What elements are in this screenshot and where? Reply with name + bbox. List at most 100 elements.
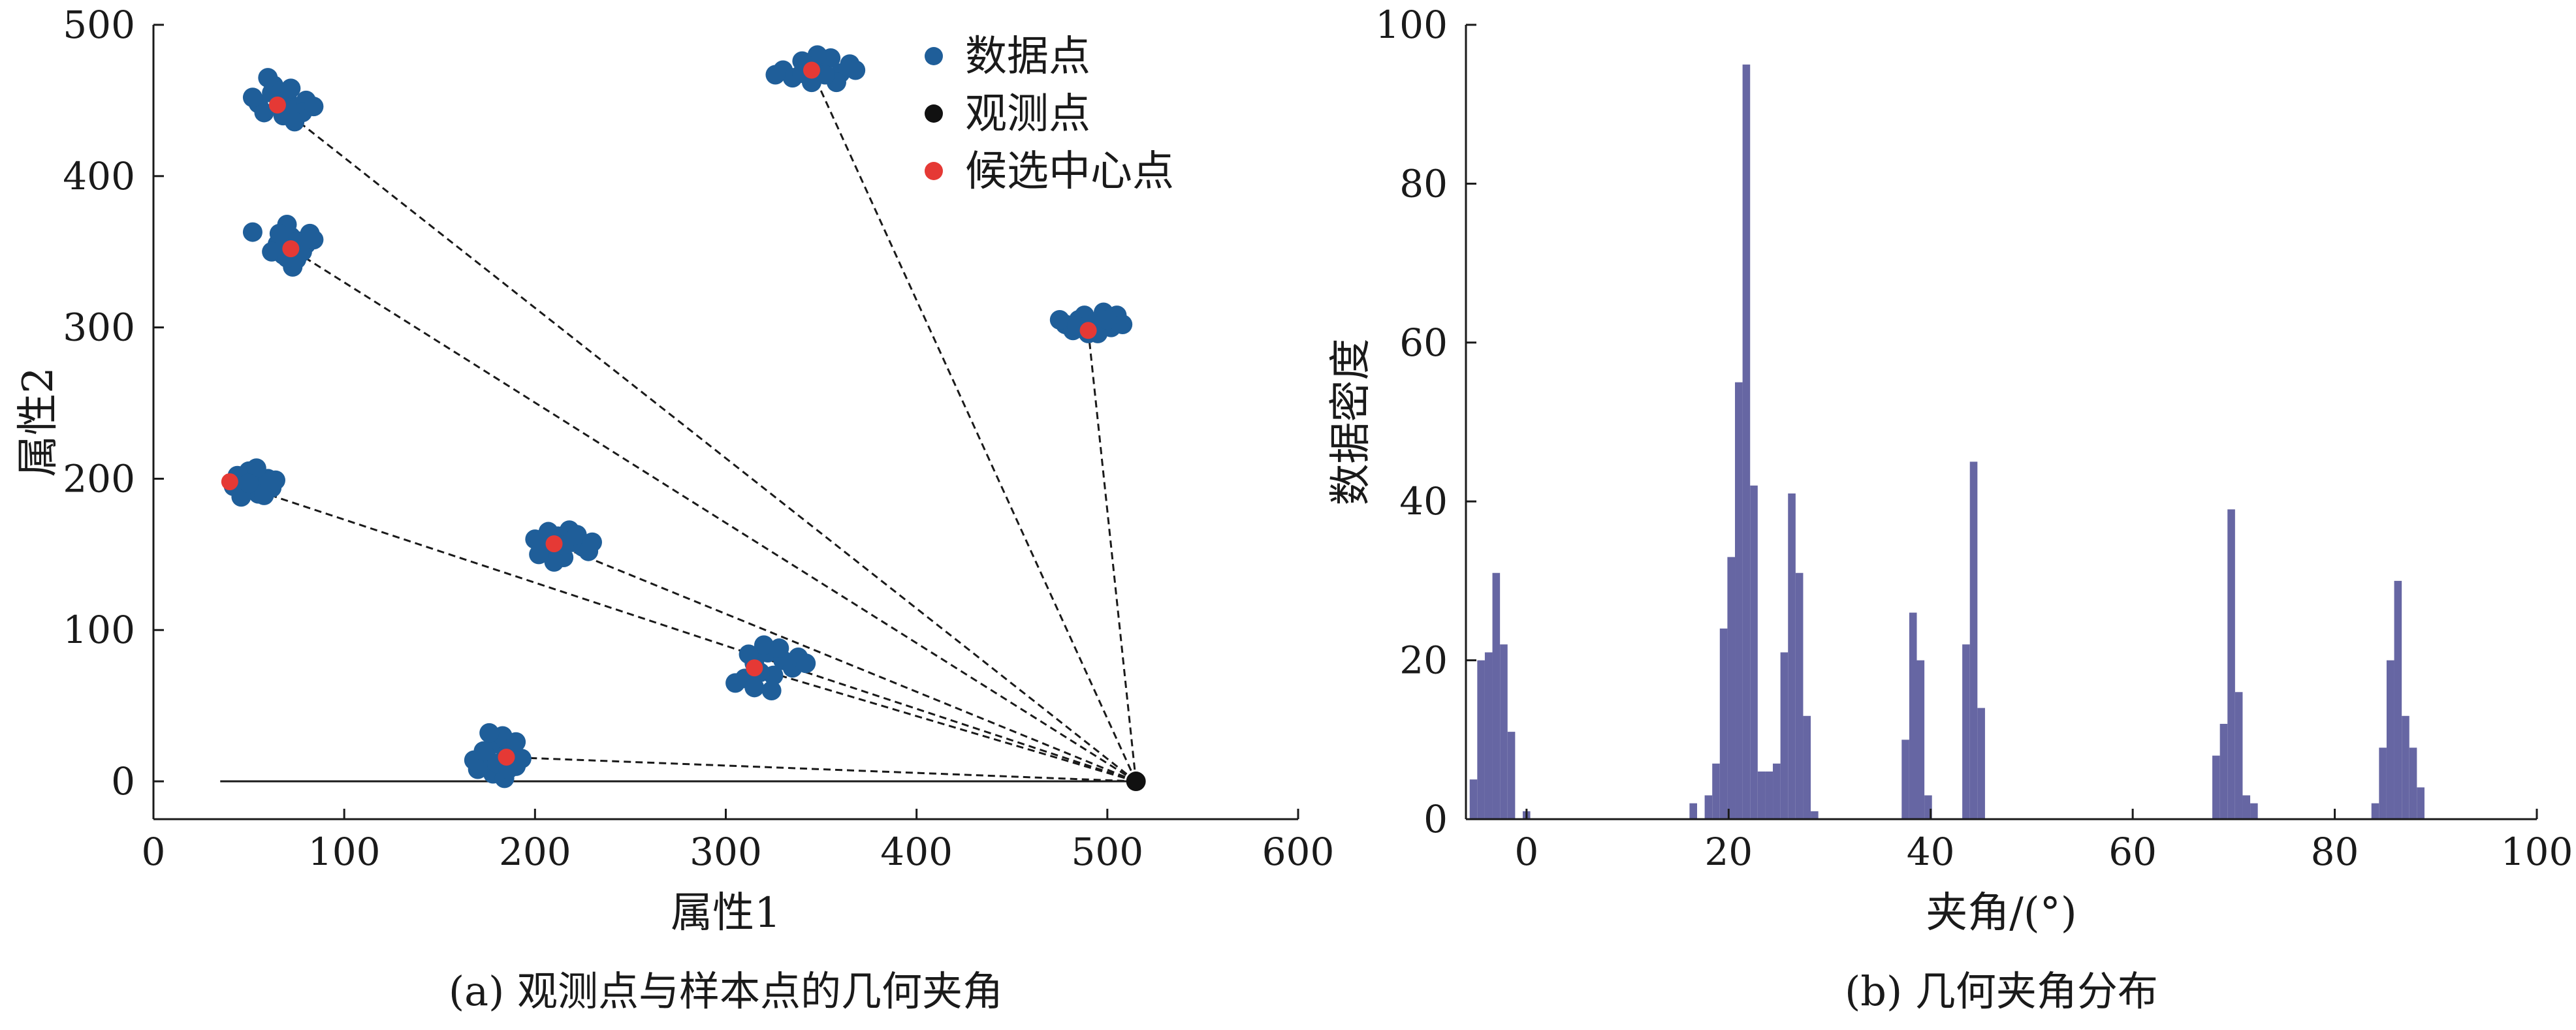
data-point <box>796 653 816 674</box>
legend-label: 候选中心点 <box>965 148 1174 196</box>
connection-line <box>290 247 1137 783</box>
candidate-center-point <box>268 96 286 114</box>
histogram-bar <box>1962 644 1970 819</box>
scatter-y-tick-label: 300 <box>63 305 135 350</box>
histogram-bar <box>1811 811 1819 819</box>
connection-line <box>754 666 1137 783</box>
histogram-bar <box>1757 771 1766 819</box>
connection-line <box>810 69 1137 782</box>
histogram-y-tick-label: 80 <box>1399 161 1448 206</box>
histogram-bar <box>1780 652 1789 819</box>
scatter-x-tick-label: 0 <box>142 830 166 874</box>
data-point <box>242 87 262 108</box>
data-point <box>761 680 782 700</box>
data-point <box>769 638 789 659</box>
histogram-bar <box>2371 803 2379 819</box>
histogram-bar <box>1803 715 1811 819</box>
histogram-bar <box>1477 660 1485 819</box>
candidate-center-point <box>498 748 515 766</box>
scatter-x-tick-label: 600 <box>1262 830 1335 874</box>
data-point <box>265 470 285 490</box>
histogram-y-tick-label: 40 <box>1399 479 1448 523</box>
data-point <box>304 230 324 250</box>
scatter-panel: 0 100 200 300 400 500 600 0 100 200 300 400 500 数据点观… <box>14 3 1334 1015</box>
data-point <box>479 723 500 743</box>
data-point <box>254 485 274 505</box>
histogram-x-tick-label: 100 <box>2501 830 2573 874</box>
histogram-bar <box>1500 644 1508 819</box>
histogram-x-tick-label: 0 <box>1514 830 1538 874</box>
data-point <box>529 544 549 565</box>
histogram-bar <box>1773 763 1781 819</box>
connection-line <box>229 480 1137 783</box>
candidate-center-point <box>545 535 563 553</box>
data-point <box>1113 314 1133 334</box>
data-point <box>506 732 526 752</box>
histogram-bar <box>2386 660 2394 819</box>
histogram-bar <box>1765 771 1773 819</box>
histogram-bar <box>1977 708 1985 819</box>
histogram-bar <box>1469 779 1478 819</box>
histogram-x-tick-label: 20 <box>1704 830 1753 874</box>
histogram-bar <box>1909 612 1917 819</box>
histogram-y-tick-label: 20 <box>1399 638 1448 683</box>
data-point <box>239 473 259 493</box>
data-point <box>254 102 274 123</box>
legend-marker <box>925 104 943 123</box>
histogram-bar <box>2242 795 2251 819</box>
histogram-bar <box>1795 572 1804 819</box>
histogram-x-tick-label: 60 <box>2108 830 2157 874</box>
histogram-y-tick-label: 100 <box>1375 3 1448 47</box>
data-point <box>744 678 765 698</box>
connection-line <box>553 542 1137 783</box>
histogram-x-axis-title: 夹角/(°) <box>1926 889 2077 937</box>
legend-marker <box>925 47 943 65</box>
scatter-axes: 0 100 200 300 400 500 600 0 100 200 300 400 500 <box>63 3 1334 874</box>
data-point <box>473 741 494 761</box>
histogram-y-axis-title: 数据密度 <box>1327 339 1375 506</box>
candidate-center-point <box>282 240 300 258</box>
data-point <box>725 673 746 693</box>
scatter-caption: (a) 观测点与样本点的几何夹角 <box>449 967 1003 1015</box>
histogram-bar <box>1788 493 1796 819</box>
data-point <box>281 78 301 99</box>
histogram-bar <box>1969 461 1978 819</box>
histogram-bar <box>2234 692 2243 819</box>
scatter-y-tick-label: 100 <box>63 608 135 652</box>
data-point <box>765 65 786 85</box>
histogram-bar <box>1492 572 1501 819</box>
histogram-bar <box>1689 803 1697 819</box>
data-point <box>582 532 602 552</box>
data-point <box>1049 310 1070 330</box>
histogram-bar <box>2417 787 2425 819</box>
scatter-y-axis-title: 属性2 <box>14 367 63 477</box>
histogram-axes: 0 20 40 60 80 100 0 20 40 60 80 100 <box>1375 3 2573 874</box>
histogram-bar <box>1742 64 1751 820</box>
candidate-center-point <box>746 659 763 677</box>
histogram-bar <box>1916 660 1925 819</box>
histogram-panel: 0 20 40 60 80 100 0 20 40 60 80 100 夹角/(°) 数据密度 (b)… <box>1327 3 2573 1015</box>
data-point <box>246 458 266 478</box>
scatter-x-tick-label: 500 <box>1071 830 1143 874</box>
data-point <box>285 112 305 132</box>
data-point <box>269 223 289 243</box>
histogram-bar <box>2394 580 2402 819</box>
data-point <box>262 242 282 262</box>
histogram-bar <box>2402 715 2409 819</box>
histogram-bar <box>1704 795 1713 819</box>
histogram-bar <box>2212 755 2220 819</box>
scatter-y-tick-label: 0 <box>111 759 135 804</box>
candidate-center-point <box>803 61 820 79</box>
connection-line <box>1087 330 1137 782</box>
histogram-bar <box>2250 803 2258 819</box>
histogram-bar <box>1727 557 1736 819</box>
data-point <box>258 68 278 88</box>
histogram-y-tick-label: 0 <box>1423 797 1448 841</box>
histogram-x-tick-label: 40 <box>1907 830 1955 874</box>
histogram-x-tick-label: 80 <box>2311 830 2359 874</box>
data-point <box>739 644 759 664</box>
legend-label: 数据点 <box>965 33 1090 81</box>
data-point <box>1097 310 1117 330</box>
